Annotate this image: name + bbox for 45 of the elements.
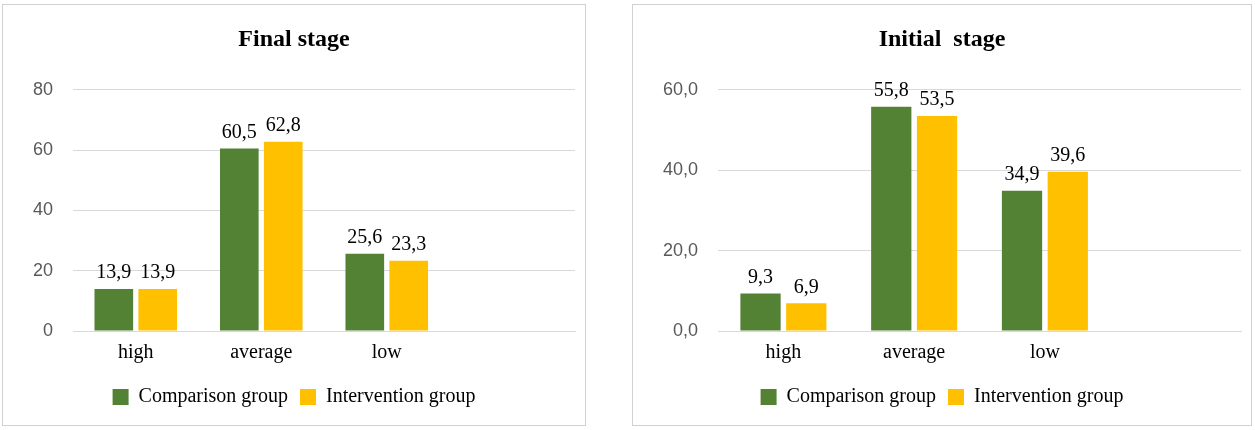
data-label: 23,3	[391, 232, 427, 254]
x-tick-label: average	[230, 340, 293, 364]
bar	[219, 148, 259, 331]
bar	[389, 260, 429, 331]
data-label: 13,9	[140, 260, 176, 283]
y-tick-label: 0	[43, 319, 54, 340]
bar	[1001, 190, 1043, 331]
bar	[1047, 171, 1088, 331]
x-tick-label: low	[371, 340, 403, 363]
x-tick-label: low	[1029, 340, 1061, 363]
x-tick-label: high	[765, 340, 802, 364]
bar	[138, 289, 178, 331]
bar	[786, 303, 827, 331]
data-label: 34,9	[1004, 161, 1040, 184]
legend-label: Intervention group	[974, 384, 1124, 408]
bar	[916, 115, 958, 331]
data-label: 39,6	[1050, 143, 1086, 166]
bar	[871, 106, 912, 331]
legend-label: Intervention group	[326, 384, 476, 408]
y-tick-label: 20,0	[662, 239, 699, 260]
bar	[94, 289, 134, 331]
chart-title: Final stage	[238, 24, 351, 51]
bar	[345, 253, 385, 331]
y-tick-label: 60,0	[662, 78, 699, 99]
y-tick-label: 80	[32, 78, 54, 99]
y-tick-label: 40	[32, 199, 54, 220]
y-tick-label: 0,0	[673, 319, 699, 340]
chart-title: Initial stage	[878, 24, 1006, 51]
data-label: 6,9	[793, 274, 819, 297]
data-label: 53,5	[919, 87, 955, 110]
data-label: 55,8	[873, 77, 909, 100]
data-label: 9,3	[748, 264, 774, 287]
bar	[263, 141, 303, 331]
y-tick-label: 60	[32, 139, 54, 160]
data-label: 62,8	[265, 112, 301, 135]
x-tick-label: average	[883, 340, 946, 364]
data-label: 60,5	[221, 119, 257, 142]
data-label: 25,6	[347, 225, 383, 248]
x-tick-label: high	[117, 340, 154, 364]
data-label: 13,9	[96, 260, 132, 283]
bar	[740, 293, 781, 331]
legend-label: Comparison group	[786, 384, 937, 408]
y-tick-label: 40,0	[662, 159, 699, 180]
legend-label: Comparison group	[138, 384, 289, 408]
y-tick-label: 20	[32, 259, 54, 280]
